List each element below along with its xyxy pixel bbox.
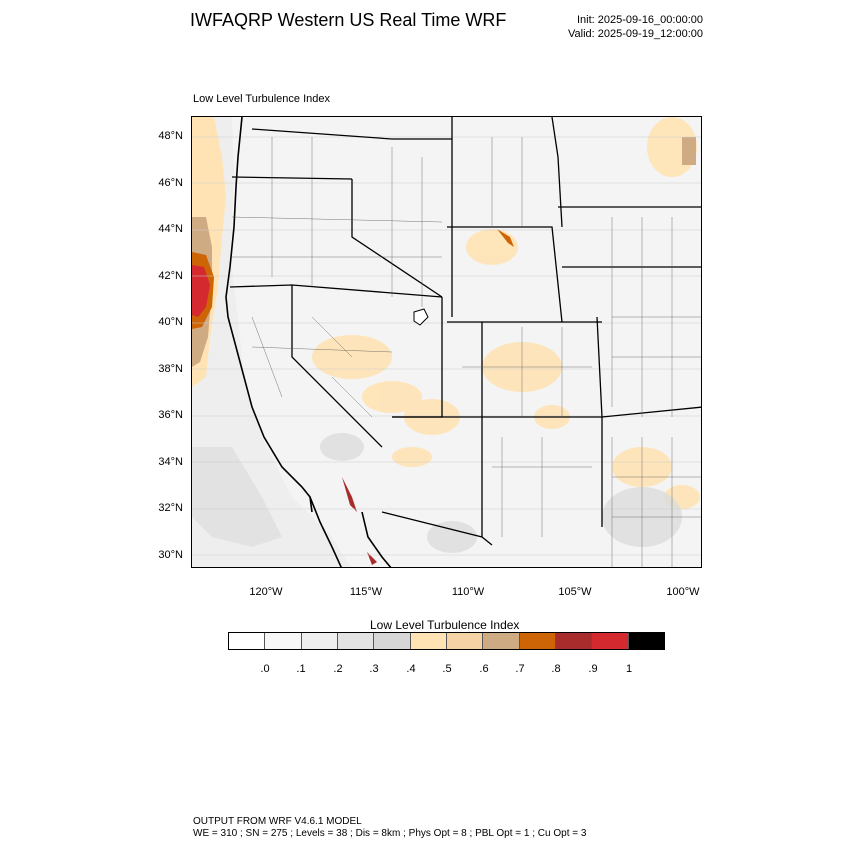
- map-subtitle: Low Level Turbulence Index: [193, 93, 330, 105]
- footer-run-config: WE = 310 ; SN = 275 ; Levels = 38 ; Dis …: [193, 828, 587, 839]
- lon-label-115: 115°W: [349, 586, 383, 598]
- colorbar-label: .7: [515, 663, 525, 675]
- baja-coast: [309, 496, 392, 567]
- colorbar-swatch: [410, 633, 447, 649]
- graticule: [192, 136, 701, 556]
- colorbar-swatch: [555, 633, 593, 649]
- colorbar-swatch: [229, 633, 266, 649]
- coast-band-red: [192, 265, 210, 317]
- lon-label-120: 120°W: [249, 586, 283, 598]
- lat-label-30: 30°N: [158, 549, 183, 561]
- colorbar-label: .6: [479, 663, 489, 675]
- state-borders: [229, 117, 701, 546]
- footer-model-info: OUTPUT FROM WRF V4.6.1 MODEL: [193, 816, 362, 827]
- valid-time: Valid: 2025-09-19_12:00:00: [568, 28, 703, 40]
- colorbar-swatch: [265, 633, 302, 649]
- colorbar-swatch: [628, 633, 664, 649]
- ocean-field-gray: [192, 447, 282, 547]
- lat-label-48: 48°N: [158, 130, 183, 142]
- colorbar-label: .4: [406, 663, 416, 675]
- coastline: [225, 117, 313, 513]
- lat-label-34: 34°N: [158, 456, 183, 468]
- great-salt-lake: [413, 308, 429, 326]
- colorbar-label: .3: [369, 663, 379, 675]
- turbulence-map: [192, 117, 701, 567]
- colorbar: [228, 632, 665, 650]
- lat-label-38: 38°N: [158, 363, 183, 375]
- lon-label-110: 110°W: [451, 586, 485, 598]
- colorbar-label: .0: [260, 663, 270, 675]
- lat-label-44: 44°N: [158, 223, 183, 235]
- colorbar-swatch: [374, 633, 411, 649]
- map-frame: [191, 116, 702, 568]
- lat-label-40: 40°N: [158, 316, 183, 328]
- lat-label-46: 46°N: [158, 177, 183, 189]
- colorbar-label: .9: [588, 663, 598, 675]
- colorbar-swatch: [483, 633, 520, 649]
- colorbar-label: .1: [296, 663, 306, 675]
- colorbar-title: Low Level Turbulence Index: [370, 618, 520, 632]
- colorbar-swatch: [519, 633, 556, 649]
- colorbar-label: 1: [625, 663, 633, 675]
- lat-label-42: 42°N: [158, 270, 183, 282]
- colorbar-swatch: [301, 633, 338, 649]
- page-title: IWFAQRP Western US Real Time WRF: [190, 10, 507, 30]
- colorbar-swatch: [337, 633, 375, 649]
- lon-label-105: 105°W: [558, 586, 592, 598]
- lat-label-36: 36°N: [158, 409, 183, 421]
- county-borders: [231, 137, 701, 567]
- colorbar-label: .5: [442, 663, 452, 675]
- lat-label-32: 32°N: [158, 502, 183, 514]
- colorbar-swatch: [446, 633, 484, 649]
- colorbar-swatch: [592, 633, 629, 649]
- init-time: Init: 2025-09-16_00:00:00: [577, 14, 703, 26]
- lon-label-100: 100°W: [666, 586, 700, 598]
- colorbar-label: .2: [333, 663, 343, 675]
- colorbar-label: .8: [551, 663, 561, 675]
